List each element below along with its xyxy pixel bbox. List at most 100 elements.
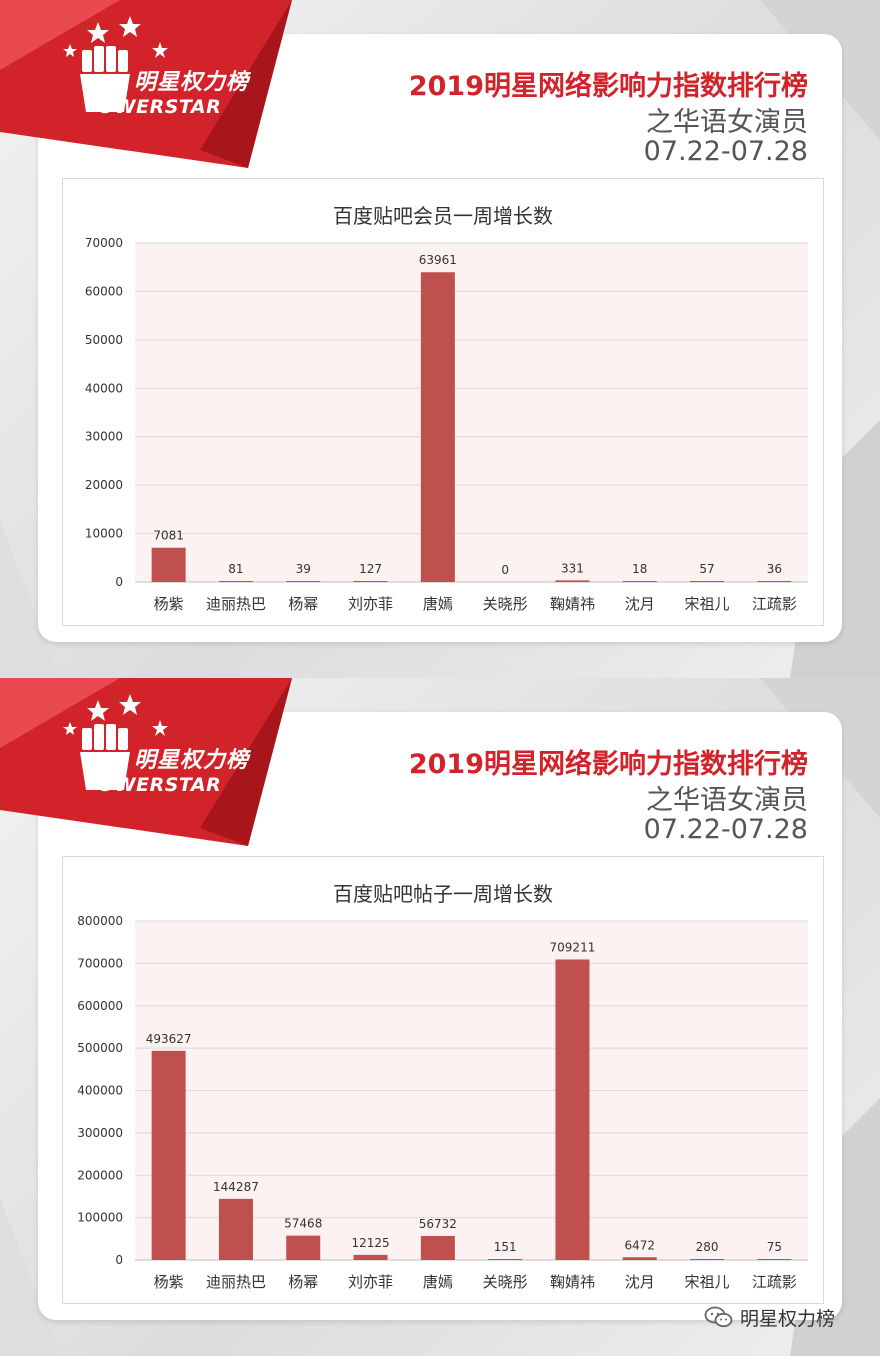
data-label: 144287 — [213, 1180, 259, 1194]
bar — [218, 1198, 253, 1260]
y-tick-label: 0 — [115, 575, 123, 589]
date-range: 07.22-07.28 — [643, 136, 808, 167]
data-label: 57468 — [284, 1217, 322, 1231]
bar — [757, 1259, 792, 1260]
y-tick-label: 50000 — [85, 333, 123, 347]
star-icon — [63, 16, 168, 58]
y-tick-label: 300000 — [77, 1126, 123, 1140]
bar — [757, 581, 792, 582]
bar — [286, 1235, 321, 1260]
logo-chinese-text: 明星权力榜 — [134, 748, 250, 773]
category-label: 唐嫣 — [423, 595, 453, 613]
data-label: 127 — [359, 562, 382, 576]
date-range: 07.22-07.28 — [643, 814, 808, 845]
bar — [690, 581, 725, 582]
y-tick-label: 800000 — [77, 914, 123, 928]
bar-chart-posts: 百度贴吧帖子一周增长数 0 100000 200000 300000 400000 5000… — [62, 856, 824, 1304]
powerstar-banner — [0, 0, 292, 168]
category-label: 杨紫 — [154, 1273, 184, 1291]
chart-title: 百度贴吧帖子一周增长数 — [333, 882, 553, 906]
category-label: 沈月 — [625, 1273, 655, 1291]
wechat-account: 明星权力榜 — [704, 1304, 835, 1330]
category-label: 鞠婧祎 — [550, 595, 595, 613]
y-tick-label: 40000 — [85, 381, 123, 395]
data-label: 493627 — [146, 1032, 192, 1046]
data-label: 81 — [228, 562, 243, 576]
bar — [286, 581, 321, 582]
category-label: 关晓彤 — [483, 595, 528, 613]
chart-svg: 百度贴吧帖子一周增长数 0 100000 200000 300000 400000 5000… — [77, 882, 808, 1291]
chart-svg: 百度贴吧会员一周增长数 0 10000 20000 30000 40000 50000 600… — [85, 204, 808, 613]
data-label: 18 — [632, 562, 647, 576]
star-icon — [63, 694, 168, 736]
bar — [420, 1235, 455, 1260]
data-label: 709211 — [550, 940, 596, 954]
y-tick-label: 200000 — [77, 1168, 123, 1182]
bar — [622, 1257, 657, 1260]
category-label: 迪丽热巴 — [206, 1273, 266, 1291]
category-label: 宋祖儿 — [685, 595, 730, 613]
fist-logo-icon — [80, 46, 130, 112]
category-label: 刘亦菲 — [348, 595, 393, 613]
category-label: 迪丽热巴 — [206, 595, 266, 613]
category-label: 鞠婧祎 — [550, 1273, 595, 1291]
data-label: 39 — [296, 562, 311, 576]
logo-english-text: OWERSTAR — [98, 774, 222, 796]
category-label: 杨幂 — [288, 595, 318, 613]
page-subtitle: 之华语女演员 — [646, 107, 808, 138]
data-label: 75 — [767, 1240, 782, 1254]
bar — [622, 581, 657, 582]
ranking-panel-1: 明星权力榜 OWERSTAR 2019明星网络影响力指数排行榜 之华语女演员 0… — [0, 0, 880, 678]
page-subtitle: 之华语女演员 — [646, 785, 808, 816]
category-label: 刘亦菲 — [348, 1273, 393, 1291]
y-tick-label: 100000 — [77, 1211, 123, 1225]
y-tick-label: 20000 — [85, 478, 123, 492]
bar — [555, 580, 590, 582]
data-label: 331 — [561, 561, 584, 575]
y-tick-label: 500000 — [77, 1041, 123, 1055]
y-tick-label: 600000 — [77, 999, 123, 1013]
data-label: 56732 — [419, 1217, 457, 1231]
bar — [420, 272, 455, 582]
bar-chart-members: 百度贴吧会员一周增长数 0 10000 20000 30000 40000 50000 600… — [62, 178, 824, 626]
wechat-account-name: 明星权力榜 — [740, 1307, 836, 1330]
powerstar-banner — [0, 678, 292, 846]
y-tick-label: 400000 — [77, 1084, 123, 1098]
y-tick-label: 10000 — [85, 527, 123, 541]
y-tick-label: 60000 — [85, 284, 123, 298]
plot-area — [135, 243, 808, 582]
category-label: 宋祖儿 — [685, 1273, 730, 1291]
chart-title: 百度贴吧会员一周增长数 — [333, 204, 553, 228]
data-label: 36 — [767, 562, 782, 576]
bar — [353, 581, 388, 582]
page-title: 2019明星网络影响力指数排行榜 — [408, 749, 808, 780]
y-tick-label: 30000 — [85, 430, 123, 444]
category-label: 杨幂 — [288, 1273, 318, 1291]
data-label: 63961 — [419, 253, 457, 267]
bar — [218, 581, 253, 582]
logo-chinese-text: 明星权力榜 — [134, 70, 250, 95]
bar — [488, 1259, 523, 1260]
ranking-panel-2: 明星权力榜 OWERSTAR 2019明星网络影响力指数排行榜 之华语女演员 0… — [0, 678, 880, 1356]
y-tick-label: 700000 — [77, 956, 123, 970]
category-label: 杨紫 — [154, 595, 184, 613]
category-label: 唐嫣 — [423, 1273, 453, 1291]
data-label: 280 — [696, 1240, 719, 1254]
category-label: 江疏影 — [752, 1273, 797, 1291]
data-label: 12125 — [351, 1236, 389, 1250]
data-label: 0 — [501, 563, 509, 577]
category-label: 江疏影 — [752, 595, 797, 613]
logo-english-text: OWERSTAR — [98, 96, 222, 118]
bar — [690, 1259, 725, 1260]
y-tick-label: 70000 — [85, 236, 123, 250]
wechat-icon — [704, 1306, 733, 1328]
data-label: 7081 — [153, 529, 184, 543]
bar — [555, 959, 590, 1260]
data-label: 57 — [699, 562, 714, 576]
data-label: 151 — [494, 1240, 517, 1254]
y-tick-label: 0 — [115, 1253, 123, 1267]
bar — [151, 1050, 186, 1260]
fist-logo-icon — [80, 724, 130, 790]
category-label: 沈月 — [625, 595, 655, 613]
bar — [353, 1254, 388, 1260]
